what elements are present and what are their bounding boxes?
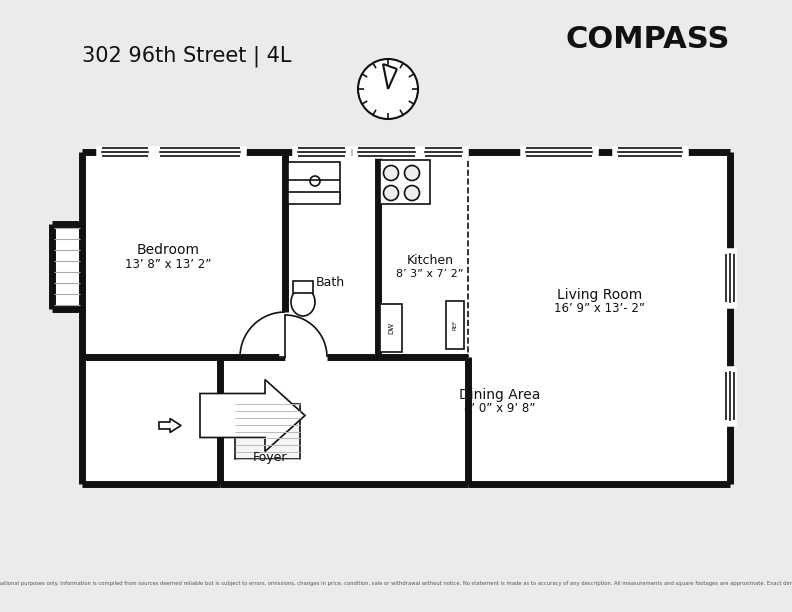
Circle shape [405,165,420,181]
Text: Compass is a licensed real estate broker and abides by Equal Opportunity laws. A: Compass is a licensed real estate broker… [0,581,792,586]
Bar [288,192,340,204]
Polygon shape [159,419,181,433]
Bar [52,224,82,309]
Text: Living Room: Living Room [558,288,642,302]
Circle shape [405,185,420,201]
Circle shape [383,165,398,181]
Bar [293,281,313,293]
Bar [380,160,430,204]
Text: 302 96th Street | 4L: 302 96th Street | 4L [82,45,291,67]
Text: 16’ 9” x 13’- 2”: 16’ 9” x 13’- 2” [554,302,645,316]
Text: Bedroom: Bedroom [136,243,200,257]
Bar [220,357,468,484]
Bar [82,152,730,357]
Circle shape [310,176,320,186]
Text: DW: DW [388,322,394,334]
Bar [380,304,402,352]
Text: Bath: Bath [315,275,345,288]
Bar [82,357,285,484]
Circle shape [358,59,418,119]
Polygon shape [200,379,305,452]
Bar [288,162,340,200]
Text: 13’ 8” x 13’ 2”: 13’ 8” x 13’ 2” [125,258,211,271]
Bar [446,301,464,349]
Text: COMPASS: COMPASS [565,24,730,53]
Text: Foyer: Foyer [253,450,287,463]
Text: 8’ 0” x 9’ 8”: 8’ 0” x 9’ 8” [464,403,535,416]
Text: Dining Area: Dining Area [459,388,541,402]
Circle shape [383,185,398,201]
Ellipse shape [291,288,315,316]
Bar [468,357,730,484]
Text: Kitchen: Kitchen [406,253,454,266]
Text: REF: REF [452,320,458,330]
Text: 8’ 3” x 7’ 2”: 8’ 3” x 7’ 2” [396,269,464,279]
Bar [235,404,300,459]
